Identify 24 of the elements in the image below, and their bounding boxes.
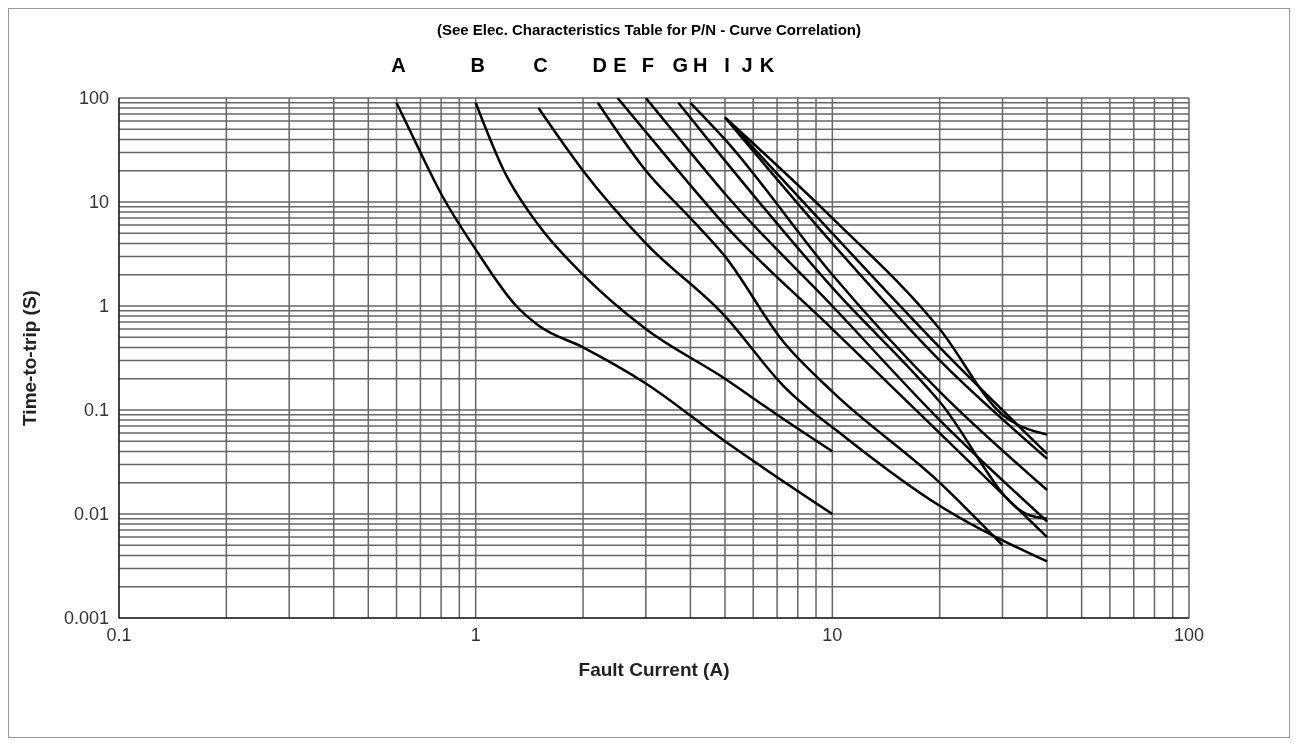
y-tick-label: 100 (78, 88, 109, 109)
y-tick-label: 10 (88, 192, 109, 213)
y-tick-label: 1 (98, 296, 109, 317)
x-tick-label: 1 (470, 624, 481, 645)
series-label: B (469, 54, 486, 77)
series-label: A (390, 54, 407, 77)
series-label: H (692, 54, 709, 77)
series-label: G (671, 54, 690, 77)
x-tick-label: 0.1 (106, 624, 132, 645)
y-tick-label: 0.01 (73, 504, 109, 525)
x-axis-title: Fault Current (A) (578, 659, 730, 680)
y-tick-label: 0.1 (83, 400, 109, 421)
series-label: E (612, 54, 628, 77)
series-label: D (591, 54, 608, 77)
series-label: C (532, 54, 549, 77)
y-tick-label: 0.001 (63, 608, 109, 629)
series-label: F (640, 54, 655, 77)
text: J (740, 54, 754, 77)
x-tick-label: 10 (822, 624, 843, 645)
text: K (758, 54, 776, 77)
text: I (723, 54, 731, 77)
x-tick-label: 100 (1173, 624, 1205, 645)
chart-title: (See Elec. Characteristics Table for P/N - Curve Correlation) (436, 21, 862, 38)
y-axis-title: Time-to-trip (S) (18, 290, 40, 426)
